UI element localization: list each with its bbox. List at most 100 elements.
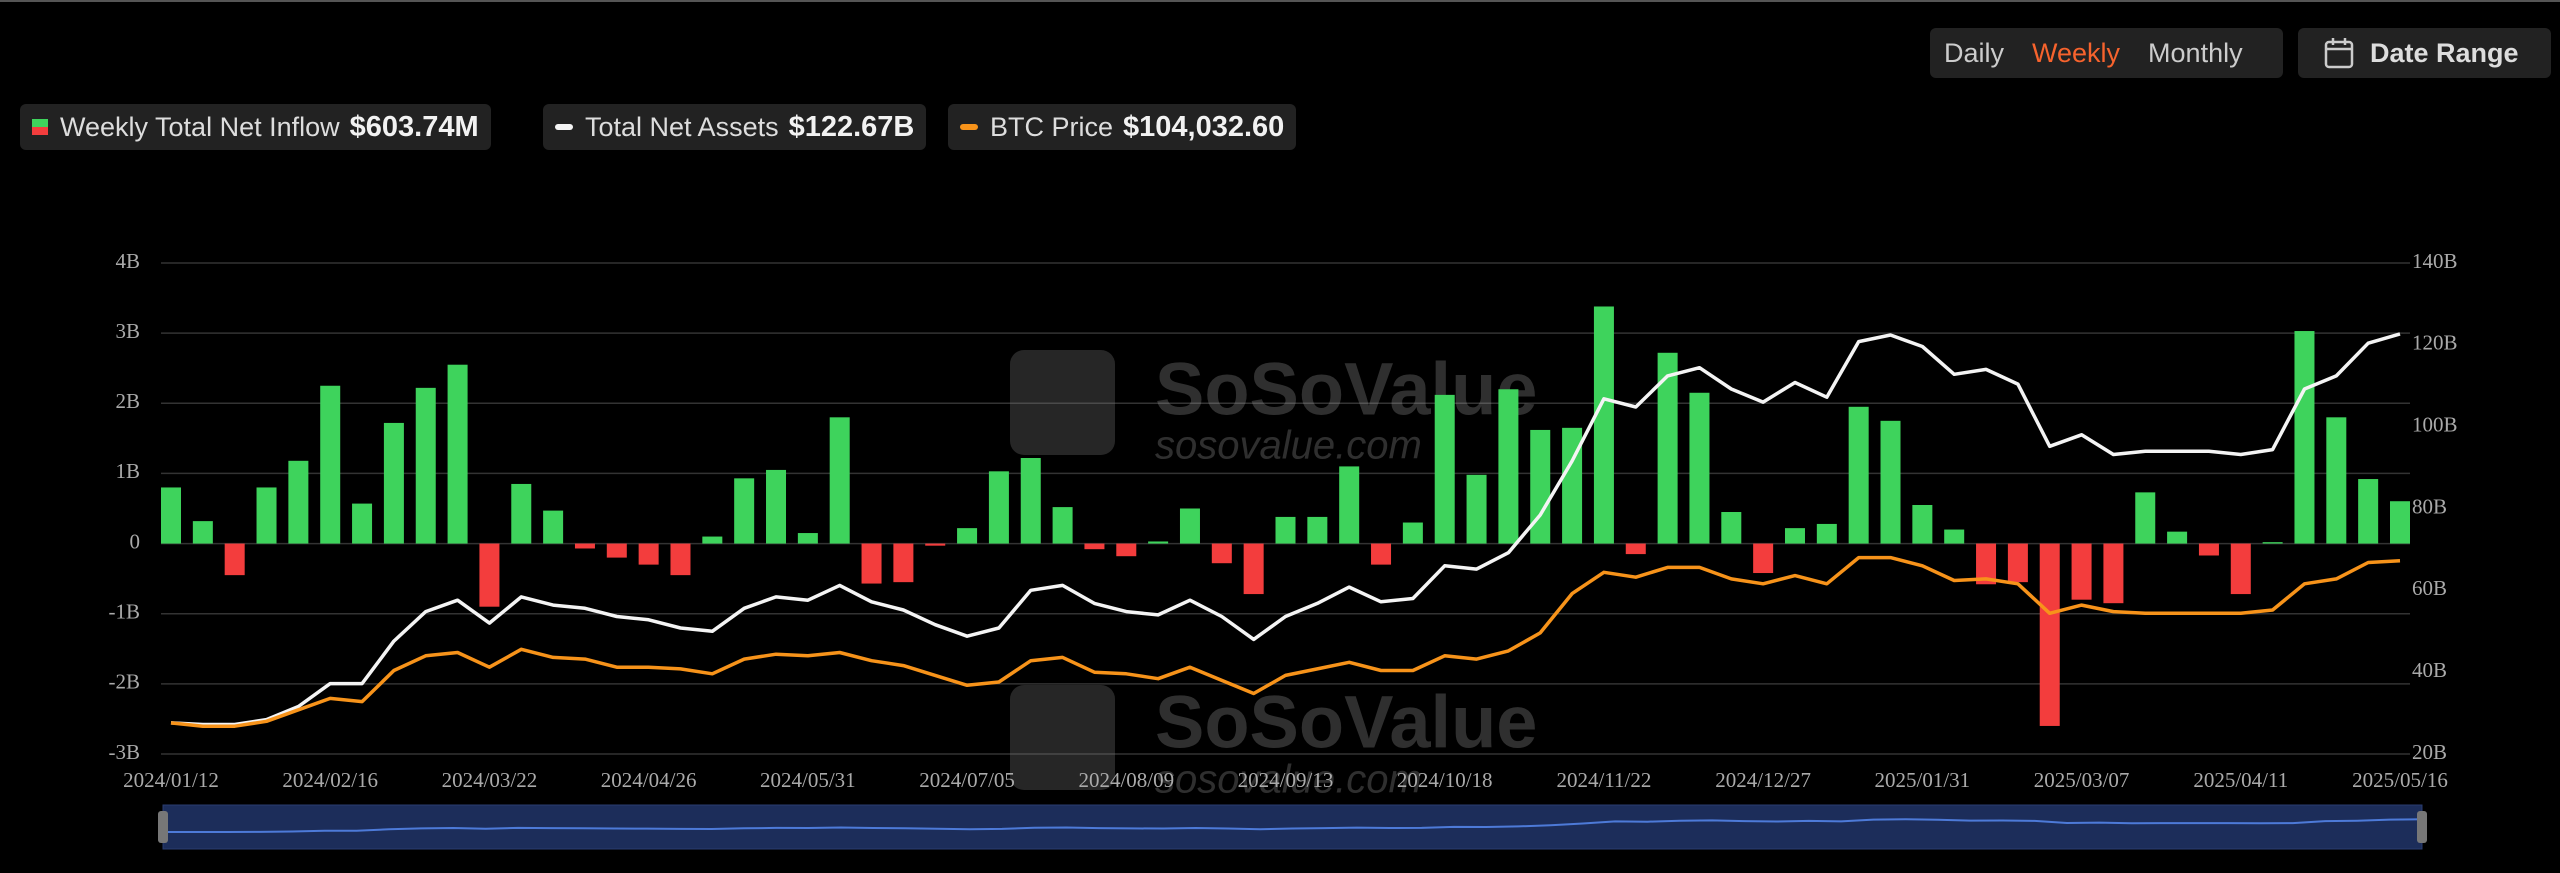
bar — [1816, 523, 1837, 544]
bar — [1179, 508, 1200, 544]
bar — [606, 543, 627, 558]
bar — [861, 543, 882, 584]
bar — [1434, 394, 1455, 544]
bar — [2358, 479, 2379, 544]
x-tick-label: 2024/05/31 — [760, 768, 856, 792]
legend-name: BTC Price — [990, 111, 1114, 142]
bar — [2198, 543, 2219, 556]
bar — [1052, 507, 1073, 544]
bar — [988, 471, 1009, 544]
watermark-brand: SoSoValue — [1155, 348, 1537, 431]
bar — [2007, 543, 2028, 583]
bar — [957, 528, 978, 544]
bar — [2262, 542, 2283, 544]
bar — [1625, 543, 1646, 555]
bar — [797, 533, 818, 544]
bar — [1689, 392, 1710, 544]
watermark: SoSoValue sosovalue.com SoSoValue sosova… — [1010, 348, 1537, 802]
watermark-brand: SoSoValue — [1155, 681, 1537, 764]
bar — [1721, 512, 1742, 544]
bar — [1976, 543, 1997, 585]
bar — [543, 510, 564, 544]
bar — [2230, 543, 2251, 595]
bar — [1848, 406, 1869, 544]
bar — [1880, 420, 1901, 544]
bar — [1371, 543, 1392, 565]
bar — [2135, 492, 2156, 544]
y2-tick-label: 20B — [2412, 740, 2447, 764]
bar — [1307, 516, 1328, 544]
legend-swatch — [960, 124, 978, 130]
date-range-button[interactable]: Date Range — [2298, 28, 2551, 78]
y2-tick-label: 140B — [2412, 249, 2458, 273]
bar — [670, 543, 691, 576]
period-button[interactable]: Daily — [1944, 37, 2005, 68]
bar — [224, 543, 245, 576]
legend-item[interactable]: BTC Price $104,032.60 — [948, 104, 1297, 150]
bar — [702, 536, 723, 544]
legend-swatch — [555, 124, 573, 130]
y2-tick-label: 40B — [2412, 658, 2447, 682]
bar — [1944, 529, 1965, 544]
bar — [1339, 466, 1360, 544]
legend-item[interactable]: Total Net Assets $122.67B — [543, 104, 927, 150]
bar — [829, 417, 850, 544]
x-tick-label: 2024/01/12 — [123, 768, 219, 792]
line-series — [170, 555, 2401, 728]
navigator — [162, 804, 2423, 850]
legend-value: $603.74M — [349, 110, 479, 143]
x-tick-label: 2024/07/05 — [919, 768, 1015, 792]
x-tick-label: 2024/04/26 — [601, 768, 697, 792]
line-series — [170, 332, 2401, 727]
bar — [1562, 427, 1583, 544]
bar — [2294, 331, 2315, 544]
y2-tick-label: 60B — [2412, 576, 2447, 600]
x-tick-label: 2024/11/22 — [1556, 768, 1651, 792]
legend-name: Weekly Total Net Inflow — [60, 111, 340, 142]
x-tick-label: 2024/08/09 — [1078, 768, 1174, 792]
legend-value: $122.67B — [788, 110, 915, 143]
bar — [511, 483, 532, 544]
bar — [2039, 543, 2060, 726]
calendar-icon — [2324, 38, 2354, 69]
bar — [1084, 543, 1105, 550]
bar — [288, 460, 309, 544]
date-range-label: Date Range — [2370, 37, 2519, 68]
bar — [638, 543, 659, 565]
legend-item[interactable]: Weekly Total Net Inflow $603.74M — [20, 104, 491, 150]
x-tick-label: 2025/04/11 — [2193, 768, 2288, 792]
bar — [2071, 543, 2092, 600]
bar — [893, 543, 914, 583]
navigator-handle[interactable] — [2417, 811, 2427, 843]
x-tick-label: 2025/05/16 — [2352, 768, 2448, 792]
y2-tick-label: 120B — [2412, 331, 2458, 355]
x-tick-label: 2024/12/27 — [1715, 768, 1811, 792]
y-tick-label: -1B — [109, 600, 141, 624]
bar — [734, 478, 755, 544]
bar — [1784, 528, 1805, 544]
period-button[interactable]: Weekly — [2032, 37, 2121, 68]
x-tick-label: 2024/02/16 — [282, 768, 378, 792]
y-tick-label: -2B — [109, 670, 141, 694]
bar — [925, 543, 946, 546]
bar — [383, 422, 404, 544]
navigator-handle[interactable] — [158, 811, 168, 843]
legend-name: Total Net Assets — [585, 111, 779, 142]
bar — [256, 487, 277, 544]
x-tick-label: 2024/03/22 — [442, 768, 538, 792]
y-tick-label: -3B — [109, 740, 141, 764]
bar — [2167, 531, 2188, 544]
bar — [1530, 429, 1551, 544]
x-tick-label: 2025/03/07 — [2034, 768, 2130, 792]
watermark-logo — [1010, 685, 1115, 790]
period-switch: Daily Weekly Monthly — [1930, 28, 2283, 78]
bar — [2390, 501, 2410, 544]
bar — [1402, 522, 1423, 544]
y-tick-label: 2B — [115, 389, 140, 413]
period-button[interactable]: Monthly — [2148, 37, 2243, 68]
x-tick-label: 2025/01/31 — [1875, 768, 1971, 792]
watermark-url: sosovalue.com — [1155, 758, 1422, 802]
legend-swatch — [32, 119, 48, 135]
